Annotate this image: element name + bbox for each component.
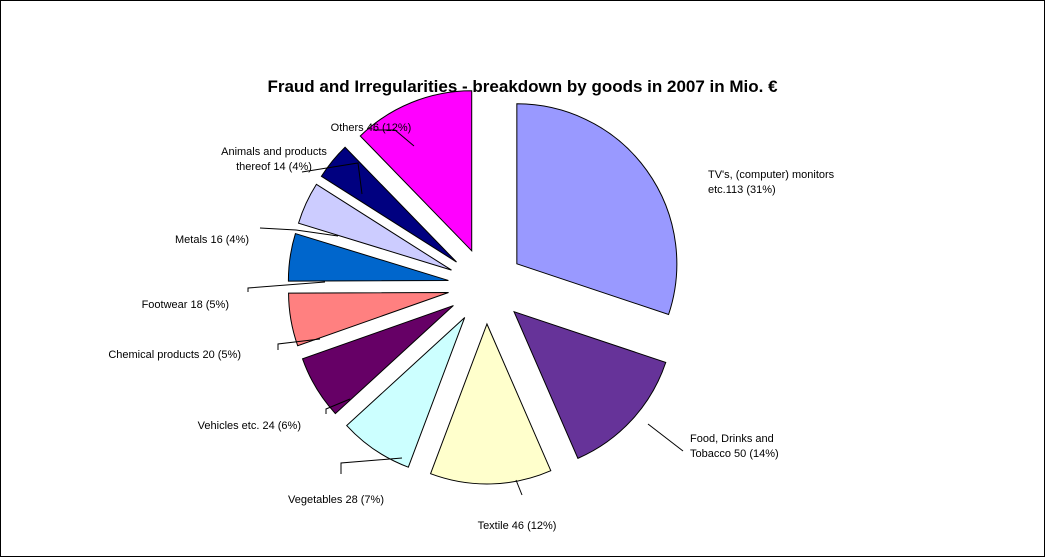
slice-data-label: Textile 46 (12%) [478,520,557,532]
pie-slice-animals-and-products-thereof [320,146,457,263]
slice-data-label: Footwear 18 (5%) [142,299,229,311]
chart-title: Fraud and Irregularities - breakdown by … [267,77,778,96]
leader-line [340,457,403,474]
pie-slice-vehicles-etc [301,305,454,415]
slice-data-label: Vehicles etc. 24 (6%) [198,420,301,432]
slice-data-label: Others 46 (12%) [331,122,412,134]
leader-line [259,227,339,237]
slice-data-label: Metals 16 (4%) [175,234,249,246]
pie-slice-textile [429,322,552,485]
pie-slice-food-drinks-and-tobacco [513,310,667,460]
leader-line [515,479,523,496]
leader-line [373,129,415,147]
pie-slice-tv-s-computer-monitors [516,103,678,316]
leader-line [647,423,684,452]
pie-slice-vegetables [345,317,466,468]
pie-slice-footwear [287,232,449,282]
pie-slice-metals [297,183,452,271]
leader-line [301,162,363,195]
slice-data-label: Animals and products thereof 14 (4%) [221,146,327,173]
leader-line [325,398,351,414]
pie-slice-others [359,90,473,253]
slice-data-label: TV's, (computer) monitors etc.113 (31%) [708,169,835,196]
slice-data-label: Vegetables 28 (7%) [288,494,384,506]
slice-data-label: Food, Drinks and Tobacco 50 (14%) [690,433,779,460]
slice-data-label: Chemical products 20 (5%) [108,349,241,361]
pie-slice-chemical-products [288,291,449,347]
leader-line [277,338,321,350]
leader-line [247,281,326,292]
